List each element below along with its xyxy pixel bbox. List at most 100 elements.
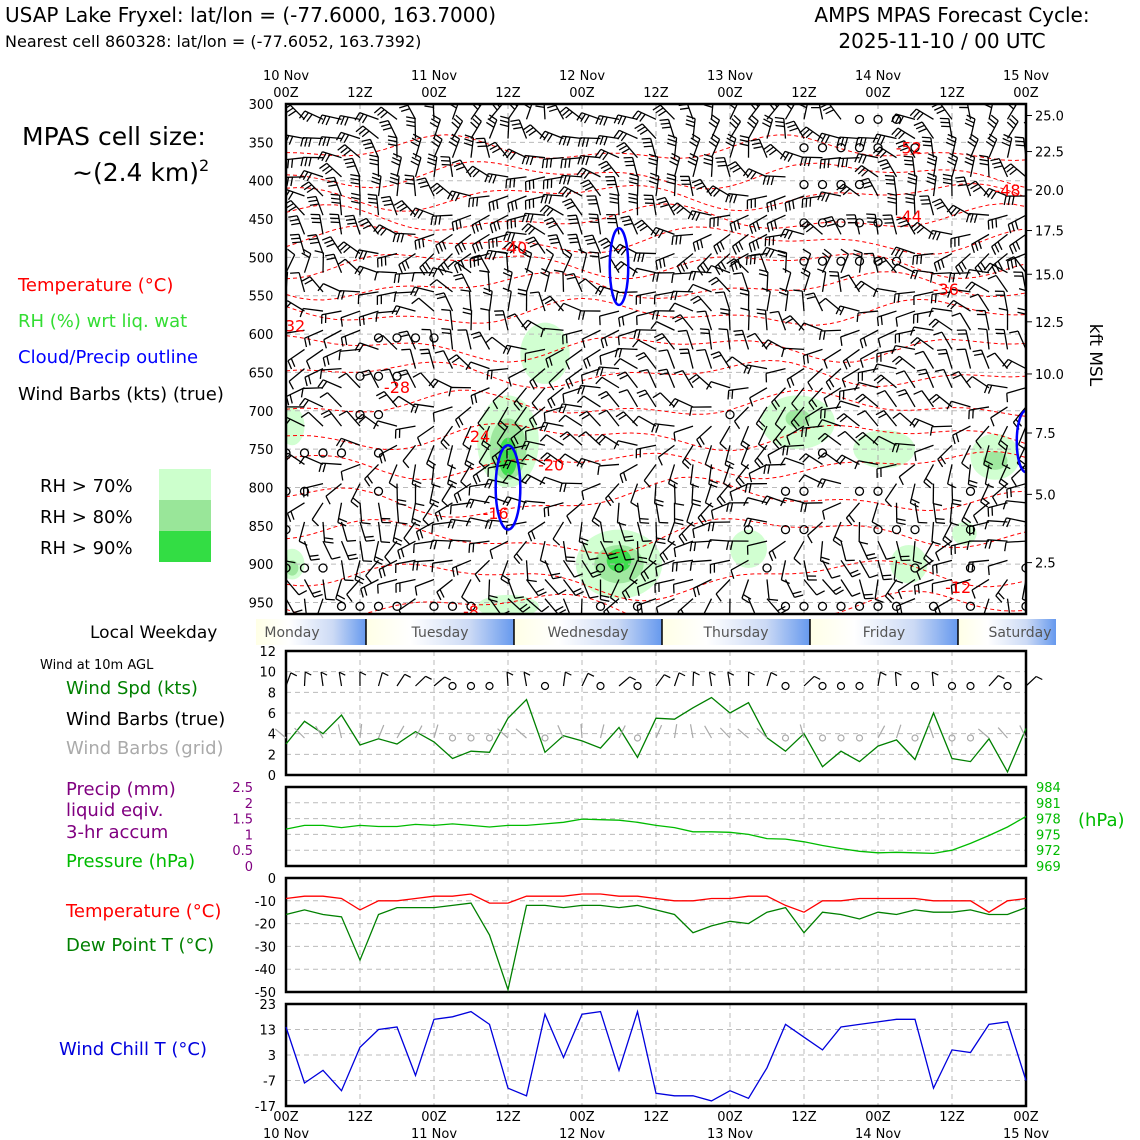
wind-barb-flag bbox=[675, 235, 678, 245]
wind-barb bbox=[375, 195, 380, 216]
wind-barb-flag bbox=[600, 594, 610, 598]
calm-wind-marker bbox=[373, 371, 384, 381]
wind-barb bbox=[931, 521, 935, 542]
wind-barb-flag bbox=[883, 578, 893, 581]
wind-barb bbox=[340, 560, 346, 581]
calm-grid-marker bbox=[966, 734, 975, 742]
wind-barb-flag bbox=[550, 397, 556, 407]
calm-wind-marker bbox=[965, 601, 976, 611]
wind-barb-flag bbox=[513, 126, 523, 130]
wind-barb bbox=[786, 425, 805, 437]
wind-barb-flag bbox=[937, 260, 942, 270]
wind-barb-flag bbox=[657, 456, 663, 466]
legend-rh80-swatch bbox=[159, 500, 211, 531]
wind-barb bbox=[321, 310, 342, 316]
wind-barb bbox=[969, 269, 990, 274]
panel-frame bbox=[284, 876, 1028, 994]
wind-barb-flag bbox=[506, 244, 514, 252]
wind-barb-flag bbox=[323, 412, 332, 419]
wind-barb-flag bbox=[897, 293, 900, 303]
wind-barb-flag bbox=[660, 203, 670, 208]
wind-barb bbox=[479, 331, 491, 350]
wind-barb-flag bbox=[689, 561, 693, 571]
wind-barb-flag bbox=[708, 483, 718, 488]
wind-barb-flag bbox=[805, 198, 808, 208]
wind-barb bbox=[306, 348, 324, 362]
isotherm-line bbox=[286, 183, 1026, 212]
wind-barb-flag bbox=[435, 187, 444, 195]
wind-barb-flag bbox=[997, 260, 1003, 270]
wind-barb-flag bbox=[400, 233, 405, 243]
wind-barb bbox=[659, 104, 675, 120]
wind-barb-10m-flag bbox=[444, 676, 451, 681]
wind-barb-10m-flag bbox=[748, 671, 755, 676]
calm-grid-marker bbox=[818, 734, 827, 742]
wind-barb-flag bbox=[688, 373, 697, 381]
wind-barb-flag bbox=[352, 497, 361, 505]
wind-barb-flag bbox=[577, 278, 586, 285]
wind-barb-10m-flag bbox=[998, 675, 1005, 680]
wind-barb-flag bbox=[1002, 500, 1007, 510]
wind-barb-flag bbox=[286, 513, 292, 523]
wind-barb-flag bbox=[473, 258, 483, 262]
weekday-band bbox=[958, 619, 1056, 645]
wind-barb bbox=[606, 409, 620, 427]
calm-grid-marker bbox=[633, 734, 642, 742]
wind-barb bbox=[333, 177, 343, 197]
cell-subtitle: Nearest cell 860328: lat/lon = (-77.6052… bbox=[5, 32, 421, 51]
wind-barb bbox=[599, 521, 605, 542]
wind-barb bbox=[416, 521, 435, 533]
wind-barb bbox=[472, 463, 490, 477]
wind-barb-flag bbox=[733, 420, 741, 430]
wind-barb bbox=[803, 348, 823, 357]
wind-barb-10m-flag bbox=[678, 672, 686, 677]
wind-barb bbox=[952, 204, 971, 216]
calm-10m-marker bbox=[1003, 681, 1012, 691]
wind-barb bbox=[1011, 463, 1026, 479]
wind-barb-flag bbox=[634, 123, 643, 130]
wind-barb bbox=[396, 176, 400, 197]
wind-barb-flag bbox=[477, 256, 480, 266]
wind-barb-flag bbox=[365, 575, 372, 584]
legend-rh80-label: RH > 80% bbox=[40, 507, 133, 528]
wind-barb-flag bbox=[337, 258, 346, 266]
wind-barb-flag bbox=[837, 158, 841, 168]
wind-barb bbox=[507, 579, 516, 599]
wind-barb-flag bbox=[578, 248, 587, 254]
wind-barb-flag bbox=[311, 519, 320, 527]
wind-barb-flag bbox=[529, 291, 539, 294]
wind-barb bbox=[710, 214, 731, 220]
wind-barb-flag bbox=[326, 355, 330, 365]
wind-barb-flag bbox=[558, 589, 567, 595]
wind-barb bbox=[618, 310, 638, 319]
wind-barb-flag bbox=[571, 616, 580, 618]
wind-barb bbox=[290, 200, 305, 216]
temperature-label: Temperature (°C) bbox=[65, 901, 221, 922]
wind-barb bbox=[369, 139, 380, 158]
wind-barb bbox=[570, 198, 583, 216]
wind-barb-flag bbox=[475, 242, 480, 252]
wind-barb-flag bbox=[696, 439, 702, 448]
wind-barb bbox=[506, 231, 527, 236]
wind-barb-flag bbox=[1018, 287, 1026, 292]
wind-barb-flag bbox=[801, 267, 811, 274]
wind-barb-flag bbox=[735, 243, 741, 253]
wind-barb-flag bbox=[455, 166, 465, 171]
wind-barb-flag bbox=[400, 334, 410, 338]
wind-barb bbox=[840, 559, 853, 578]
calm-wind-marker bbox=[392, 601, 402, 611]
wind-barb-flag bbox=[599, 355, 602, 365]
wind-barb bbox=[983, 598, 990, 614]
wind-barb-flag bbox=[451, 159, 461, 164]
wind-barb-flag bbox=[840, 248, 849, 255]
wind-barb-flag bbox=[299, 308, 304, 318]
wind-barb bbox=[864, 410, 879, 427]
wind-barb-flag bbox=[862, 155, 867, 164]
wind-barb-flag bbox=[618, 414, 627, 421]
wind-barb-flag bbox=[771, 550, 777, 559]
calm-wind-marker bbox=[854, 486, 865, 496]
wind-barb-flag bbox=[836, 413, 845, 420]
wind-barb-flag bbox=[454, 419, 461, 428]
wind-barb-flag bbox=[655, 310, 660, 320]
